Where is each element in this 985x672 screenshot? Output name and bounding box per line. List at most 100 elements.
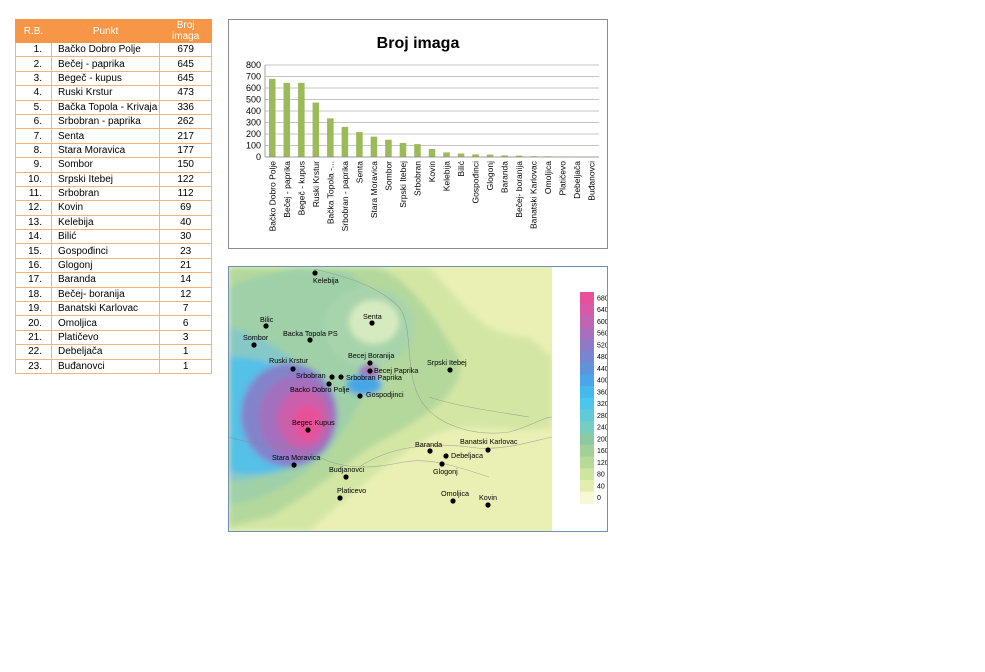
bar [472,154,479,157]
row-rank: 1. [15,41,52,58]
table-row: 12. Kovin 69 [15,200,212,216]
x-tick-label: Senta [354,161,364,183]
row-rank: 8. [15,142,52,159]
map-point-label: Banatski Karlovac [460,437,518,446]
row-count: 21 [159,257,212,274]
row-punkt: Buđanovci [50,358,161,374]
legend-label: 240 [597,425,607,432]
row-punkt: Glogonj [50,257,161,274]
legend-label: 400 [597,378,607,385]
bar-series [268,78,596,158]
map-point-marker [367,360,373,366]
legend-swatch [580,386,594,399]
table-row: 23. Buđanovci 1 [15,358,212,374]
table-row: 6. Srbobran - paprika 262 [15,113,212,130]
map-point-marker [447,367,453,373]
bar [385,139,392,157]
header-punkt: Punkt [50,19,161,43]
row-count: 473 [159,85,212,101]
row-count: 30 [159,229,212,245]
bar [428,149,436,157]
bar [486,154,494,157]
x-tick-label: Ruski Krstur [311,161,321,207]
table-row: 3. Begeč - kupus 645 [15,70,212,87]
bar [457,153,465,157]
x-tick-label: Gospođinci [471,161,481,204]
row-punkt: Banatski Karlovac [50,301,161,317]
table-row: 15. Gospođinci 23 [15,243,212,259]
map-legend: 6806406005605204804404003603202802402001… [580,292,607,504]
map-point-label: Ruski Krstur [269,356,309,365]
x-tick-label: Omoljica [543,161,553,194]
map-point-label: Baranda [415,440,442,449]
row-punkt: Omoljica [50,315,161,331]
row-rank: 12. [15,200,52,216]
table-row: 21. Platičevo 3 [15,329,212,346]
row-count: 112 [159,185,212,202]
row-punkt: Bačka Topola - Krivaja [50,99,161,115]
row-count: 40 [159,214,212,231]
x-tick-label: Srpski Itebej [398,161,408,208]
y-tick-label: 100 [246,141,261,151]
header-broj-imaga: Broj imaga [159,19,212,43]
chart-title: Broj imaga [377,35,460,52]
row-rank: 11. [15,185,52,202]
row-rank: 16. [15,257,52,274]
map-point-marker [290,366,296,372]
table-row: 4. Ruski Krstur 473 [15,85,212,101]
legend-label: 80 [597,472,605,479]
x-tick-label: Stara Moravica [369,161,379,218]
x-tick-label: Bilić [456,160,466,176]
x-tick-label: Baranda [500,161,510,193]
y-tick-label: 800 [246,60,261,70]
legend-label: 200 [597,436,607,443]
legend-swatch [580,362,594,375]
row-rank: 21. [15,329,52,346]
bar-chart-panel: Broj imaga 800 700 600 500 400 300 200 100 0 Bač… [228,19,608,249]
map-point-marker [443,453,449,459]
admin-borders [229,268,553,478]
row-count: 1 [159,358,212,374]
map-point-label: Sombor [243,333,269,342]
table-row: 16. Glogonj 21 [15,257,212,274]
row-count: 262 [159,113,212,130]
row-punkt: Bečej - paprika [50,56,161,72]
bar [268,78,276,157]
row-count: 6 [159,315,212,331]
legend-label: 680 [597,295,607,302]
map-point-label: Srpski Itebej [427,358,467,367]
map-point-marker [312,270,318,276]
x-tick-label: Debeljača [572,161,582,199]
row-count: 14 [159,272,212,288]
header-rb: R.B. [15,19,52,43]
legend-swatch [580,292,594,305]
legend-swatch [580,350,594,363]
table-row: 20. Omoljica 6 [15,315,212,331]
row-punkt: Gospođinci [50,243,161,259]
legend-swatch [580,315,594,328]
row-count: 645 [159,56,212,72]
legend-swatch [580,456,594,469]
map-point-label: Becej Paprika [374,366,418,375]
row-punkt: Srpski Itebej [50,171,161,187]
x-tick-label: Glogonj [485,161,495,190]
heatmap-panel: 6806406005605204804404003603202802402001… [228,266,608,532]
legend-swatch [580,433,594,446]
x-axis: Bačko Dobro Polje Bečej - paprika Begeč - … [265,156,599,231]
row-punkt: Platičevo [50,329,161,346]
row-rank: 7. [15,128,52,144]
x-tick-label: Buđanovci [587,161,597,201]
legend-swatch [580,339,594,352]
y-tick-label: 0 [256,152,261,162]
legend-label: 640 [597,307,607,314]
map-point-marker [367,368,373,374]
row-punkt: Sombor [50,157,161,173]
x-tick-label: Begeč - kupus [296,161,306,215]
row-count: 23 [159,243,212,259]
legend-swatch [580,421,594,434]
y-tick-label: 500 [246,95,261,105]
bar [443,152,450,157]
x-tick-label: Banatski Karlovac [529,160,539,229]
row-rank: 14. [15,229,52,245]
